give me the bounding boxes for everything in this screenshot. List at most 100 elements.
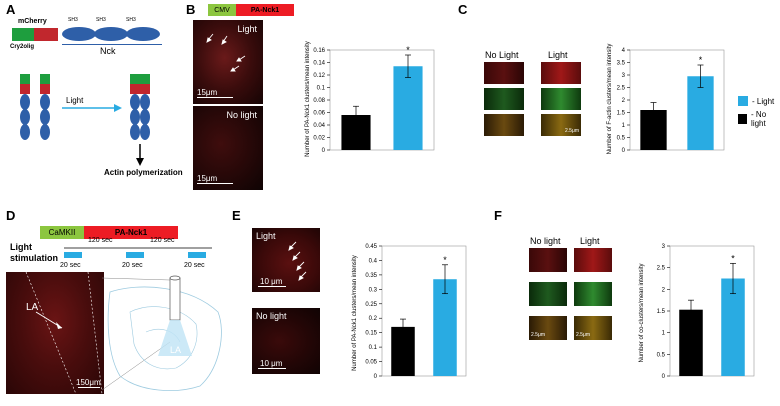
y-tick-label: 0.5	[657, 352, 666, 358]
micrograph-d-la: LA 150μm	[6, 272, 104, 394]
scale-label: 10 μm	[260, 277, 283, 286]
scale-label: 2.5μm	[576, 332, 590, 338]
y-tick-label: 2.5	[617, 86, 626, 92]
bar-light	[393, 66, 423, 150]
scale-bar	[258, 368, 286, 369]
sh3-domains	[62, 27, 162, 41]
scale-bar	[78, 387, 100, 388]
micrograph-f-red-nolight	[529, 248, 567, 272]
y-tick-label: 0.06	[313, 111, 325, 117]
la-label: LA	[26, 302, 39, 313]
stim-label-line1: Light	[10, 242, 32, 252]
column-label-light: Light	[548, 50, 568, 60]
scale-label: 10 μm	[260, 359, 283, 368]
micrograph-b-nolight: No light 15μm	[193, 106, 263, 190]
significance-star: *	[699, 55, 703, 65]
y-axis-label: Number of co-clusters/mean intensity	[639, 263, 645, 363]
column-label-light: Light	[580, 236, 600, 246]
y-tick-label: 0.45	[365, 244, 377, 250]
y-tick-label: 0.1	[317, 86, 326, 92]
micrograph-tag: Light	[237, 24, 257, 34]
panel-label-e: E	[232, 208, 241, 223]
micrograph-f-green-nolight	[529, 282, 567, 306]
sh3-label-2: SH3	[96, 17, 106, 23]
micrograph-f-red-light	[574, 248, 612, 272]
y-tick-label: 0.3	[369, 287, 378, 293]
micrograph-f-green-light	[574, 282, 612, 306]
monomer-1	[20, 74, 30, 140]
y-tick-label: 3.5	[617, 61, 626, 67]
light-arrow-label: Light	[66, 96, 84, 105]
monomer-2	[40, 74, 50, 140]
pulse-label-1: 20 sec	[60, 262, 81, 269]
la-outline	[25, 272, 103, 394]
stim-label-line2: stimulation	[10, 253, 59, 263]
panel-label-b: B	[186, 2, 196, 17]
significance-star: *	[443, 255, 447, 265]
y-tick-label: 0.02	[313, 136, 325, 142]
panel-label-f: F	[494, 208, 502, 223]
y-tick-label: 1	[622, 123, 626, 129]
micrograph-e-light: Light 10 μm	[252, 228, 320, 292]
y-tick-label: 0.35	[365, 273, 377, 279]
bar-chart-f: 0 0.5 1 1.5 2 2.5 3 *	[657, 244, 755, 380]
panel-label-c: C	[458, 2, 468, 17]
y-tick-label: 0.05	[365, 360, 377, 366]
y-tick-label: 0.1	[369, 345, 378, 351]
micrograph-c-merge-light: 2.5μm	[541, 114, 581, 136]
nck-label: Nck	[100, 46, 116, 56]
stimulation-timeline	[64, 247, 212, 258]
bar-chart-e: 0 0.05 0.1 0.15 0.2 0.25 0.3 0.35 0.4 0.45 *	[365, 244, 467, 380]
micrograph-f-merge-light: 2.5μm	[574, 316, 612, 340]
y-tick-label: 0.12	[313, 73, 325, 79]
pa-nck1-gene: PA-Nck1	[84, 226, 178, 239]
plot-frame	[381, 245, 467, 377]
scale-label: 15μm	[197, 174, 218, 183]
scale-label: 2.5μm	[565, 128, 579, 134]
cmv-promoter: CMV	[208, 4, 236, 16]
scale-bar	[197, 183, 233, 184]
y-tick-label: 0.04	[313, 123, 325, 129]
column-label-nolight: No Light	[485, 50, 519, 60]
cry2olig-label: Cry2olig	[10, 44, 35, 50]
y-tick-label: 2.5	[657, 266, 666, 272]
y-axis-label: Number of PA-Nck1 clusters/mean intensit…	[352, 255, 358, 371]
bar-light	[721, 278, 745, 376]
y-tick-label: 0.4	[369, 258, 378, 264]
legend-label: - Light	[752, 96, 775, 106]
pa-nck1-gene: PA-Nck1	[236, 4, 294, 16]
pulse-label-2: 20 sec	[122, 262, 143, 269]
cry2olig-block	[12, 28, 34, 41]
micrograph-tag: No light	[256, 311, 287, 321]
brain-atlas-diagram	[101, 275, 222, 391]
y-tick-label: 0.08	[313, 98, 325, 104]
oligomer	[130, 74, 150, 140]
bar-light	[433, 279, 457, 376]
micrograph-b-light: Light 15μm	[193, 20, 263, 104]
micrograph-c-merge-nolight	[484, 114, 524, 136]
scale-bar	[197, 97, 233, 98]
la-brain-label: LA	[170, 345, 182, 355]
y-tick-label: 0.25	[365, 302, 377, 308]
bar-light	[687, 76, 714, 150]
y-tick-label: 3	[662, 244, 666, 250]
bar-nolight	[391, 326, 415, 376]
scale-label: 15μm	[197, 88, 218, 97]
y-tick-label: 1	[662, 331, 666, 337]
y-tick-label: 0	[374, 374, 378, 380]
cry2-oligomerization-diagram	[20, 74, 150, 166]
micrograph-f-merge-nolight: 2.5μm	[529, 316, 567, 340]
y-tick-label: 2	[622, 98, 626, 104]
micrograph-tag: No light	[226, 110, 257, 120]
micrograph-tag: Light	[256, 231, 276, 241]
y-tick-label: 3	[622, 73, 626, 79]
micrograph-e-nolight: No light 10 μm	[252, 308, 320, 374]
actin-polymerization-label: Actin polymerization	[104, 168, 183, 177]
scale-bar	[258, 286, 286, 287]
legend-swatch	[738, 96, 748, 106]
y-tick-label: 0.16	[313, 48, 325, 54]
y-tick-label: 0	[622, 148, 626, 154]
micrograph-c-red-light	[541, 62, 581, 84]
mcherry-label: mCherry	[18, 18, 47, 25]
scale-label: 2.5μm	[531, 332, 545, 338]
